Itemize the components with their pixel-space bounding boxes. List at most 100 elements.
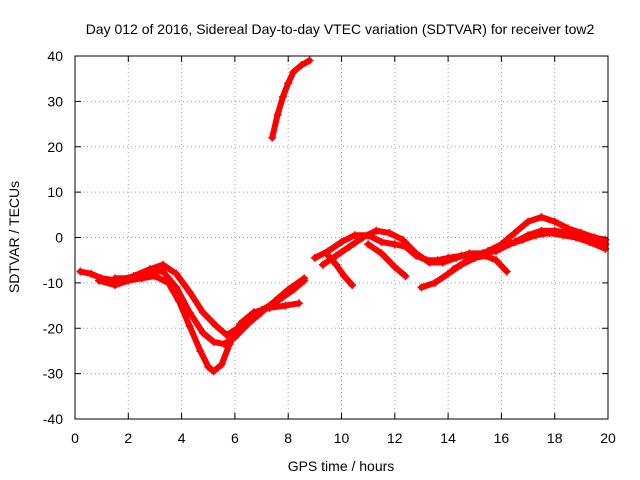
data-point [417, 283, 426, 292]
data-point [350, 231, 359, 240]
data-point [481, 251, 490, 260]
y-tick-label: 30 [47, 93, 63, 109]
data-point [377, 238, 386, 247]
data-point [172, 269, 181, 278]
data-point [230, 333, 239, 342]
data-point [590, 238, 599, 247]
series-arc-4 [268, 56, 314, 142]
data-point [244, 319, 253, 328]
data-point [185, 308, 194, 317]
data-point [198, 328, 207, 337]
series-line [325, 252, 356, 289]
data-point [289, 67, 298, 76]
x-tick-label: 8 [284, 430, 292, 446]
data-point [430, 278, 439, 287]
y-tick-label: -40 [43, 411, 63, 427]
series-layer [76, 56, 610, 376]
x-tick-label: 4 [178, 430, 186, 446]
data-point [425, 258, 434, 267]
data-point [577, 233, 586, 242]
x-tick-label: 18 [547, 430, 563, 446]
data-point [281, 301, 290, 310]
data-point [524, 217, 533, 226]
data-point [537, 213, 546, 222]
data-point [217, 360, 226, 369]
x-tick-label: 0 [71, 430, 79, 446]
data-point [110, 274, 119, 283]
data-point [390, 240, 399, 249]
series-arc-8 [364, 240, 410, 281]
y-tick-label: -10 [43, 275, 63, 291]
x-tick-label: 10 [334, 430, 350, 446]
series-line [319, 227, 609, 268]
x-tick-labels: 0 2 4 6 8 10 12 14 16 18 20 [71, 430, 616, 446]
data-point [497, 242, 506, 251]
data-point [129, 274, 138, 283]
y-tick-labels: 40 30 20 10 0 -10 -20 -30 -40 [43, 48, 63, 427]
data-point [452, 253, 461, 262]
x-tick-label: 12 [387, 430, 403, 446]
data-point [94, 276, 103, 285]
data-point [465, 249, 474, 258]
data-point [110, 281, 119, 290]
series-line [365, 241, 409, 280]
data-point [185, 321, 194, 330]
data-point [257, 308, 266, 317]
data-point [470, 253, 479, 262]
data-point [401, 272, 410, 281]
data-point [502, 267, 511, 276]
data-point [324, 251, 333, 260]
y-tick-label: 10 [47, 184, 63, 200]
data-point [444, 269, 453, 278]
x-tick-label: 16 [494, 430, 510, 446]
data-point [364, 240, 373, 249]
data-point [158, 267, 167, 276]
data-point [196, 346, 205, 355]
data-point [86, 269, 95, 278]
data-point [524, 231, 533, 240]
x-axis-label: GPS time / hours [288, 458, 395, 474]
data-point [390, 262, 399, 271]
x-tick-label: 14 [440, 430, 456, 446]
data-point [305, 56, 314, 65]
data-point [348, 281, 357, 290]
data-point [273, 110, 282, 119]
data-point [398, 235, 407, 244]
data-point [358, 233, 367, 242]
data-point [145, 267, 154, 276]
data-point [345, 242, 354, 251]
data-point [510, 228, 519, 237]
data-point [385, 228, 394, 237]
data-point [564, 228, 573, 237]
ticks [74, 55, 609, 420]
x-tick-label: 20 [600, 430, 616, 446]
y-tick-label: 40 [47, 48, 63, 64]
data-point [209, 337, 218, 346]
data-point [284, 285, 293, 294]
chart-title: Day 012 of 2016, Sidereal Day-to-day VTE… [86, 21, 595, 37]
data-point [460, 258, 469, 267]
x-tick-label: 2 [124, 430, 132, 446]
data-point [249, 308, 258, 317]
data-point [270, 297, 279, 306]
data-point [300, 274, 309, 283]
series-arc-10 [449, 251, 511, 276]
data-point [412, 249, 421, 258]
data-point [550, 217, 559, 226]
data-point [294, 299, 303, 308]
y-tick-label: 20 [47, 139, 63, 155]
data-point [372, 226, 381, 235]
data-point [158, 260, 167, 269]
data-point [297, 61, 306, 70]
data-point [550, 226, 559, 235]
data-point [172, 283, 181, 292]
data-point [340, 272, 349, 281]
data-point [278, 92, 287, 101]
x-tick-label: 6 [231, 430, 239, 446]
data-point [332, 251, 341, 260]
data-point [220, 340, 229, 349]
data-point [222, 331, 231, 340]
y-tick-label: -30 [43, 366, 63, 382]
y-tick-label: -20 [43, 320, 63, 336]
